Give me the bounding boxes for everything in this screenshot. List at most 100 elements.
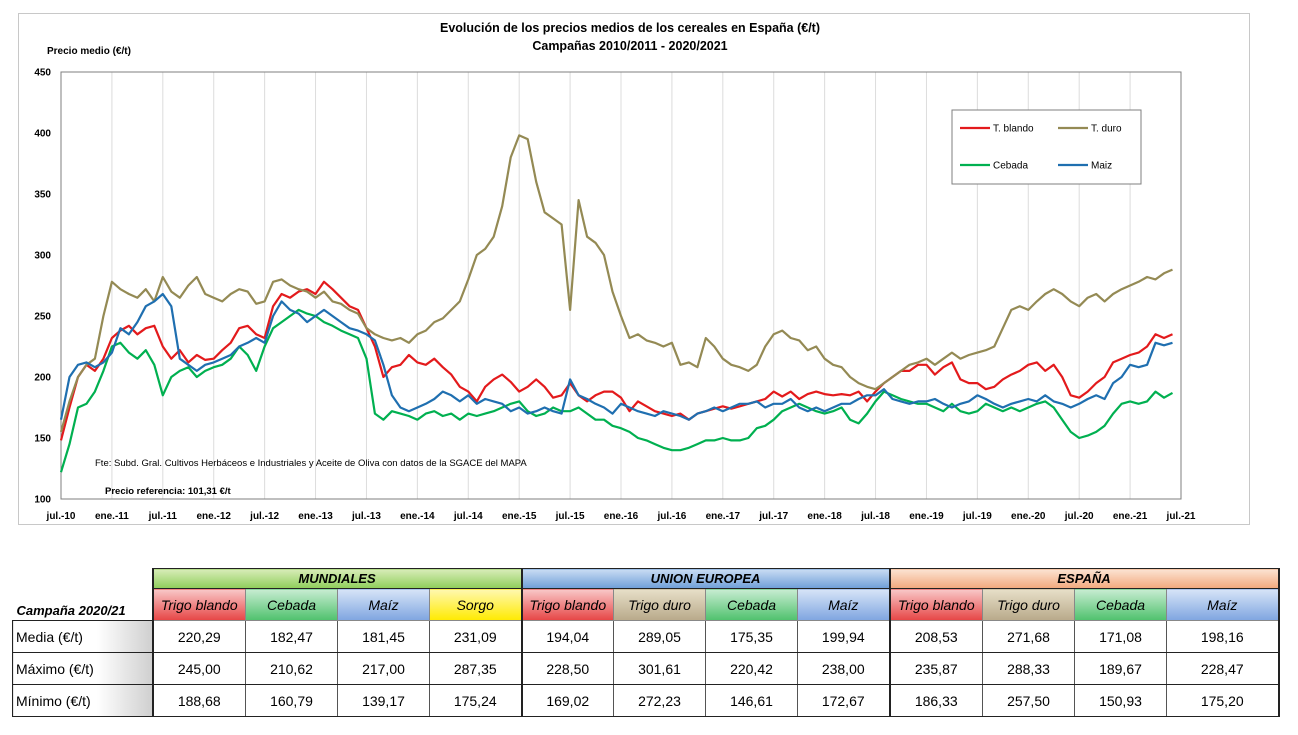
ticks-layer: jul.-10 ene.-11 jul.-11 ene.-12 jul.-12 ene.-…	[34, 68, 1196, 523]
table-cell: 272,23	[613, 684, 706, 717]
x-tick-label: jul.-16	[656, 511, 686, 522]
table-cell: 175,24	[429, 684, 522, 717]
table-row: Media (€/t) 220,29 182,47 181,45 231,09 194,0…	[12, 620, 1280, 653]
table-cell: 257,50	[982, 684, 1075, 717]
y-axis-label: Precio medio (€/t)	[47, 46, 131, 57]
series-line-t-blando	[59, 280, 1173, 441]
y-tick-label: 450	[34, 68, 51, 79]
table-cell: 288,33	[982, 652, 1075, 685]
legend-label: Cebada	[993, 161, 1028, 172]
row-label: Media (€/t)	[12, 620, 154, 653]
table-cell: 175,20	[1166, 684, 1280, 717]
x-tick-label: jul.-18	[860, 511, 890, 522]
x-tick-label: jul.-14	[453, 511, 483, 522]
product-header: Trigo duro	[982, 588, 1075, 621]
x-tick-label: jul.-11	[148, 511, 178, 522]
x-tick-label: ene.-13	[298, 511, 333, 522]
table-cell: 245,00	[152, 652, 246, 685]
table-cell: 210,62	[245, 652, 338, 685]
x-tick-label: ene.-21	[1113, 511, 1148, 522]
campaign-label: Campaña 2020/21	[16, 603, 126, 618]
table-cell: 287,35	[429, 652, 522, 685]
table-cell: 172,67	[797, 684, 890, 717]
row-label: Máximo (€/t)	[12, 652, 154, 685]
table-cell: 146,61	[705, 684, 798, 717]
table-cell: 220,42	[705, 652, 798, 685]
product-header: Cebada	[1074, 588, 1167, 621]
product-header: Sorgo	[429, 588, 522, 621]
table-cell: 198,16	[1166, 620, 1280, 653]
table-cell: 231,09	[429, 620, 522, 653]
x-tick-label: ene.-11	[95, 511, 129, 522]
y-tick-label: 300	[34, 251, 51, 262]
x-tick-label: jul.-12	[249, 511, 279, 522]
price-chart: Evolución de los precios medios de los c…	[34, 21, 1196, 523]
legend-box	[951, 109, 1142, 185]
table-cell: 217,00	[337, 652, 430, 685]
product-header: Maíz	[797, 588, 890, 621]
group-mundiales: MUNDIALES	[151, 568, 522, 589]
table-cell: 150,93	[1074, 684, 1167, 717]
table-row: Mínimo (€/t) 188,68 160,79 139,17 175,24 169,…	[12, 684, 1280, 717]
series-line-t-duro	[59, 134, 1173, 433]
table-cell: 228,47	[1166, 652, 1280, 685]
table-cell: 199,94	[797, 620, 890, 653]
table-corner	[13, 569, 153, 589]
table-cell: 182,47	[245, 620, 338, 653]
series-line-maiz	[59, 292, 1173, 421]
product-header: Cebada	[245, 588, 338, 621]
y-tick-label: 400	[34, 129, 51, 140]
table-cell: 160,79	[245, 684, 338, 717]
chart-title: Evolución de los precios medios de los c…	[440, 21, 820, 35]
y-tick-label: 100	[34, 495, 51, 506]
table-cell: 271,68	[982, 620, 1075, 653]
table-cell: 228,50	[520, 652, 614, 685]
table-cell: 181,45	[337, 620, 430, 653]
table-cell: 194,04	[520, 620, 614, 653]
table-cell: 220,29	[152, 620, 246, 653]
group-espana: ESPAÑA	[888, 568, 1280, 589]
y-tick-label: 200	[34, 373, 51, 384]
table-cell: 208,53	[888, 620, 983, 653]
x-tick-label: ene.-19	[909, 511, 944, 522]
table-cell: 169,02	[520, 684, 614, 717]
table-cell: 171,08	[1074, 620, 1167, 653]
table-cell: 235,87	[888, 652, 983, 685]
table-cell: 189,67	[1074, 652, 1167, 685]
product-header: Trigo duro	[613, 588, 706, 621]
x-tick-label: jul.-10	[46, 511, 76, 522]
table-cell: 289,05	[613, 620, 706, 653]
plot-area	[60, 71, 1182, 500]
x-tick-label: jul.-20	[1064, 511, 1094, 522]
x-tick-label: jul.-15	[555, 511, 585, 522]
x-tick-label: jul.-13	[351, 511, 381, 522]
chart-subtitle: Campañas 2010/2011 - 2020/2021	[532, 39, 727, 53]
product-header: Trigo blando	[151, 588, 246, 621]
reference-note: Precio referencia: 101,31 €/t	[105, 486, 232, 497]
product-header: Trigo blando	[520, 588, 614, 621]
stats-table: MUNDIALES UNION EUROPEA ESPAÑA Campaña 2…	[12, 568, 1280, 717]
product-header: Maíz	[1166, 588, 1280, 621]
x-tick-label: ene.-12	[196, 511, 231, 522]
table-cell: 139,17	[337, 684, 430, 717]
x-tick-label: ene.-20	[1011, 511, 1046, 522]
x-tick-label: jul.-17	[758, 511, 788, 522]
table-cell: 188,68	[152, 684, 246, 717]
x-tick-label: ene.-15	[502, 511, 537, 522]
legend-label: Maiz	[1091, 161, 1112, 172]
table-row: Máximo (€/t) 245,00 210,62 217,00 287,35 228,…	[12, 652, 1280, 685]
series-line-cebada	[59, 308, 1174, 473]
product-header: Maíz	[337, 588, 430, 621]
grid-layer	[111, 72, 1131, 499]
table-cell: 175,35	[705, 620, 798, 653]
group-union-europea: UNION EUROPEA	[520, 568, 890, 589]
product-header: Cebada	[705, 588, 798, 621]
x-tick-label: ene.-14	[400, 511, 435, 522]
y-tick-label: 350	[34, 190, 51, 201]
x-tick-label: ene.-18	[807, 511, 842, 522]
series-layer	[59, 134, 1174, 473]
x-tick-label: jul.-21	[1166, 511, 1196, 522]
y-tick-label: 150	[34, 434, 51, 445]
y-tick-label: 250	[34, 312, 51, 323]
source-note: Fte: Subd. Gral. Cultivos Herbáceos e In…	[95, 458, 527, 469]
